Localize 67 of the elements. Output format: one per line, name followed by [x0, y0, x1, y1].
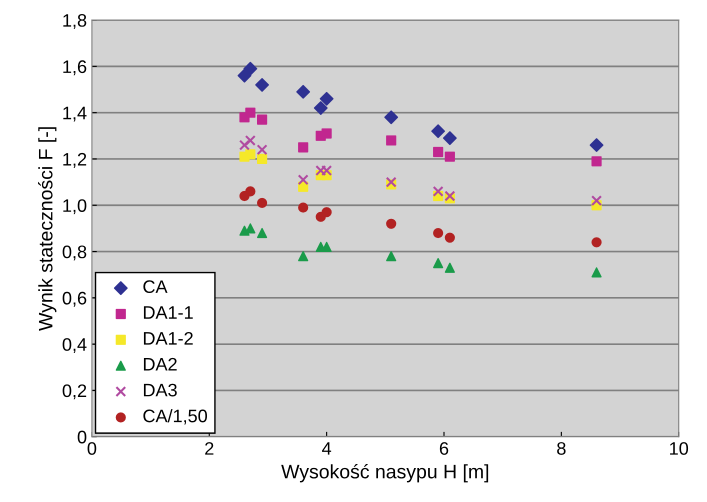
point [298, 202, 308, 213]
x-tick-label: 4 [322, 442, 332, 455]
point [239, 140, 250, 151]
point [298, 174, 309, 186]
point [320, 92, 334, 106]
point [257, 228, 268, 238]
y-tick-label: 0,2 [62, 384, 86, 400]
point [386, 218, 396, 229]
point [444, 152, 455, 162]
y-tick-label: 1,0 [63, 199, 86, 214]
point [245, 186, 256, 196]
legend-label: DA1-1 [144, 306, 193, 319]
point [245, 149, 256, 160]
point [432, 186, 444, 197]
point [314, 101, 328, 115]
point [244, 135, 256, 146]
point [386, 135, 396, 146]
point [386, 251, 396, 262]
point [245, 223, 256, 234]
point [298, 251, 308, 262]
point [591, 237, 602, 248]
y-tick-label: 1,6 [63, 60, 86, 76]
y-tick-label: 0,6 [62, 292, 86, 307]
x-tick-label: 8 [557, 442, 566, 455]
point [257, 198, 268, 208]
legend-label: CA/1,50 [143, 409, 207, 424]
x-axis-title: Wysokość nasypu H [m] [281, 464, 488, 482]
legend-label: CA [143, 280, 168, 294]
point [256, 144, 268, 156]
y-tick-label: 0,4 [62, 338, 87, 353]
point [243, 62, 258, 76]
point [590, 138, 604, 152]
point [386, 176, 397, 188]
legend-label: DA1-2 [144, 332, 193, 345]
point [442, 131, 457, 146]
point [322, 207, 332, 218]
point [591, 156, 602, 166]
point [245, 108, 256, 118]
point [238, 68, 252, 83]
point [255, 78, 269, 92]
point [433, 228, 444, 238]
point [444, 262, 455, 273]
legend-label: DA3 [144, 384, 177, 396]
y-tick-label: 1,2 [63, 152, 86, 168]
point [433, 146, 444, 158]
point [444, 232, 455, 243]
point [322, 128, 332, 139]
point [298, 142, 308, 152]
point [431, 124, 446, 138]
y-tick-label: 1,4 [63, 106, 87, 122]
y-tick-label: 0 [78, 430, 86, 444]
point [257, 114, 268, 125]
y-tick-label: 1,8 [63, 14, 86, 29]
y-tick-label: 0,8 [62, 245, 86, 260]
x-tick-label: 6 [440, 442, 448, 455]
point [591, 195, 602, 206]
x-tick-label: 10 [670, 442, 688, 455]
point [384, 110, 398, 124]
point [257, 154, 268, 164]
point [444, 190, 456, 202]
point [591, 267, 602, 278]
x-tick-label: 2 [205, 442, 214, 455]
legend-label: DA2 [144, 358, 177, 370]
y-axis-title: Wynik stateczności F [-] [38, 127, 56, 331]
point [433, 258, 444, 268]
point [296, 84, 310, 99]
x-tick-label: 0 [88, 442, 96, 455]
